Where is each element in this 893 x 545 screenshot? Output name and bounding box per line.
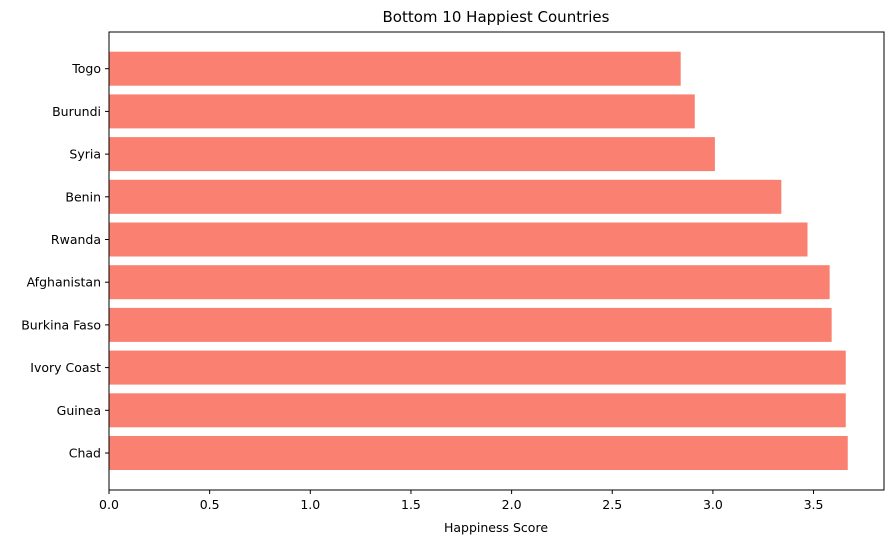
x-tick-label: 0.0	[99, 497, 119, 512]
y-tick-label: Togo	[71, 61, 101, 76]
bar	[109, 350, 846, 385]
x-tick-label: 0.5	[200, 497, 220, 512]
y-tick-label: Ivory Coast	[30, 360, 101, 375]
bar	[109, 393, 846, 428]
bar	[109, 51, 681, 86]
y-tick-label: Chad	[69, 446, 101, 461]
y-tick-label: Syria	[69, 147, 101, 162]
y-tick-label: Guinea	[57, 403, 101, 418]
bars-group	[109, 51, 848, 470]
bar	[109, 179, 782, 214]
bar	[109, 436, 848, 470]
bar	[109, 137, 715, 172]
x-axis-ticks: 0.0 0.5 1.0 1.5 2.0 2.5 3.0 3.5	[99, 490, 823, 512]
x-tick-label: 1.0	[300, 497, 320, 512]
bar	[109, 307, 832, 342]
y-tick-label: Burundi	[52, 104, 101, 119]
x-axis-label: Happiness Score	[444, 520, 548, 535]
chart-title: Bottom 10 Happiest Countries	[383, 8, 610, 26]
bar	[109, 265, 830, 300]
y-tick-label: Afghanistan	[27, 275, 101, 290]
x-tick-label: 3.0	[703, 497, 723, 512]
x-tick-label: 1.5	[401, 497, 421, 512]
plot-frame	[108, 31, 885, 491]
x-tick-label: 2.5	[602, 497, 622, 512]
bar	[109, 94, 695, 129]
bar	[109, 222, 808, 257]
y-tick-label: Benin	[65, 189, 101, 204]
x-tick-label: 2.0	[502, 497, 522, 512]
y-tick-label: Rwanda	[51, 232, 101, 247]
x-tick-label: 3.5	[804, 497, 824, 512]
y-axis-ticks: Chad Guinea Ivory Coast Burkina Faso Afghani…	[21, 61, 109, 461]
y-tick-label: Burkina Faso	[21, 317, 101, 332]
